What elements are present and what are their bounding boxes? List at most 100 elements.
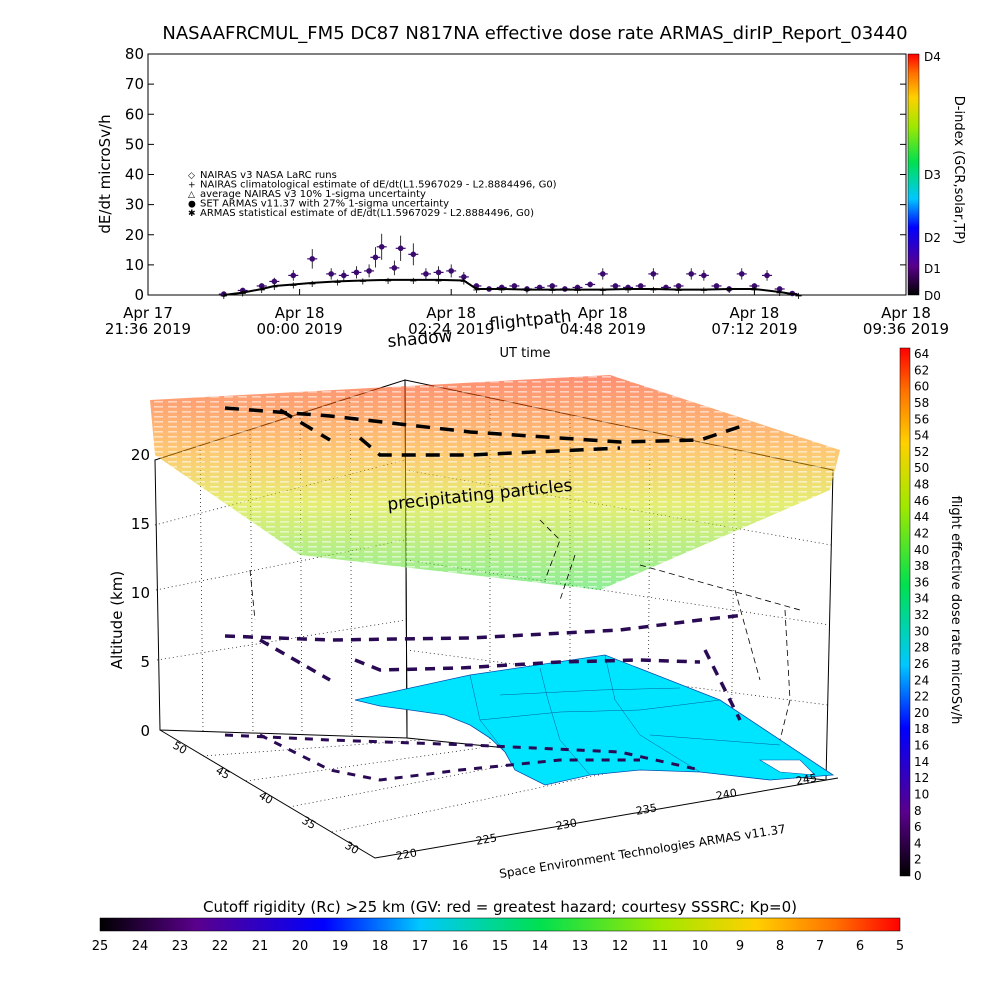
dose-rate-tick-label: 54 bbox=[914, 429, 929, 443]
x-tick-label-time: 07:12 2019 bbox=[711, 320, 797, 338]
legend-symbol: ◇ bbox=[188, 171, 195, 181]
nairas-point: + bbox=[270, 282, 278, 293]
cutoff-tick-label: 12 bbox=[612, 939, 629, 954]
dose-rate-colorbar bbox=[899, 347, 911, 877]
armas-point bbox=[372, 254, 379, 261]
y-tick-label: 20 bbox=[125, 226, 144, 244]
armas-point bbox=[675, 283, 682, 289]
dose-rate-tick-label: 42 bbox=[914, 526, 929, 540]
top-legend: ◇ NAIRAS v3 NASA LaRC runs + NAIRAS climato… bbox=[188, 170, 557, 219]
legend-symbol: ✱ bbox=[188, 209, 196, 219]
x-tick-label-time: 00:00 2019 bbox=[257, 320, 343, 338]
nairas-point: + bbox=[409, 276, 417, 287]
armas-point bbox=[397, 245, 404, 252]
cutoff-tick-label: 24 bbox=[132, 939, 149, 954]
nairas-point: + bbox=[548, 286, 556, 297]
dose-rate-tick-label: 18 bbox=[914, 722, 929, 736]
latitude-tick-label: 35 bbox=[299, 814, 318, 832]
d-index-tick-label: D1 bbox=[924, 262, 941, 276]
flightpath-top bbox=[224, 406, 746, 457]
longitude-tick-label: 230 bbox=[555, 816, 578, 832]
nairas-point: + bbox=[384, 276, 392, 287]
dose-rate-tick-label: 50 bbox=[914, 461, 929, 475]
armas-point bbox=[341, 272, 347, 279]
y-tick-label: 60 bbox=[125, 105, 144, 123]
dose-rate-tick-label: 38 bbox=[914, 559, 929, 573]
legend-entry: ARMAS statistical estimate of dE/dt(L1.5… bbox=[200, 208, 534, 219]
nairas-point: + bbox=[308, 279, 316, 290]
longitude-tick-label: 240 bbox=[715, 786, 738, 802]
latitude-tick-label: 40 bbox=[256, 789, 275, 807]
dose-rate-tick-label: 64 bbox=[914, 347, 929, 361]
dose-rate-tick-label: 30 bbox=[914, 624, 929, 638]
x-tick-label-time: 02:24 2019 bbox=[408, 320, 494, 338]
particle-sheet-dashes bbox=[150, 375, 840, 590]
dose-rate-tick-label: 58 bbox=[914, 396, 929, 410]
land-borders bbox=[469, 654, 781, 776]
y-tick-label: 0 bbox=[134, 286, 144, 304]
perspective-plot: shadow flightpath precipitating particle… bbox=[108, 306, 840, 881]
cutoff-tick-label: 11 bbox=[652, 939, 669, 954]
floor-front-edges bbox=[159, 729, 839, 859]
d-index-ticks: D0 D1 D2 D3 D4 bbox=[924, 50, 941, 303]
nairas-point: + bbox=[725, 285, 733, 296]
dose-rate-tick-label: 20 bbox=[914, 706, 929, 720]
nairas-point: + bbox=[333, 277, 341, 288]
dose-rate-tick-label: 62 bbox=[914, 363, 929, 377]
dose-rate-tick-label: 2 bbox=[914, 853, 922, 867]
armas-point bbox=[271, 278, 278, 285]
armas-point bbox=[776, 286, 783, 292]
altitude-tick-label: 10 bbox=[131, 584, 150, 602]
cutoff-tick-label: 20 bbox=[292, 939, 309, 954]
legend-symbol: + bbox=[188, 181, 196, 191]
cutoff-tick-label: 9 bbox=[736, 939, 744, 954]
dose-rate-tick-label: 46 bbox=[914, 494, 929, 508]
legend-entry: NAIRAS climatological estimate of dE/dt(… bbox=[200, 180, 557, 191]
legend-entry: NAIRAS v3 NASA LaRC runs bbox=[200, 170, 337, 181]
nairas-point: + bbox=[523, 286, 531, 297]
dose-rate-tick-label: 22 bbox=[914, 690, 929, 704]
armas-point bbox=[751, 283, 758, 289]
dose-rate-tick-label: 48 bbox=[914, 478, 929, 492]
x-tick-label-time: 09:36 2019 bbox=[863, 320, 949, 338]
cutoff-tick-label: 23 bbox=[172, 939, 189, 954]
cutoff-tick-label: 17 bbox=[412, 939, 429, 954]
top-y-ticks: 0 10 20 30 40 50 60 70 80 bbox=[125, 45, 906, 304]
dose-rate-tick-label: 24 bbox=[914, 673, 929, 687]
nairas-point: + bbox=[258, 285, 266, 296]
latitude-tick-label: 45 bbox=[213, 764, 232, 782]
dose-rate-tick-label: 60 bbox=[914, 380, 929, 394]
nairas-point: + bbox=[674, 286, 682, 297]
cutoff-tick-label: 5 bbox=[896, 939, 904, 954]
armas-point bbox=[410, 251, 417, 258]
x-tick-label-date: Apr 18 bbox=[578, 304, 628, 322]
nairas-point: + bbox=[794, 291, 802, 302]
armas-point bbox=[290, 272, 297, 279]
cutoff-tick-label: 13 bbox=[572, 939, 589, 954]
dose-rate-tick-label: 44 bbox=[914, 510, 929, 524]
dose-rate-tick-label: 34 bbox=[914, 592, 929, 606]
nairas-point: + bbox=[220, 291, 228, 302]
dose-rate-tick-label: 0 bbox=[914, 869, 922, 883]
armas-point bbox=[448, 268, 455, 274]
cutoff-rigidity-title: Cutoff rigidity (Rc) >25 km (GV: red = g… bbox=[203, 898, 797, 916]
dose-rate-tick-label: 52 bbox=[914, 445, 929, 459]
nairas-point: + bbox=[649, 285, 657, 296]
nairas-point: + bbox=[498, 285, 506, 296]
armas-point bbox=[688, 271, 695, 277]
armas-point bbox=[328, 271, 334, 277]
annotation-shadow: shadow bbox=[387, 326, 454, 352]
nairas-point: + bbox=[750, 285, 758, 296]
dose-rate-tick-label: 28 bbox=[914, 641, 929, 655]
nairas-point: + bbox=[700, 286, 708, 297]
cutoff-tick-label: 21 bbox=[252, 939, 269, 954]
x-tick-label-date: Apr 18 bbox=[729, 304, 779, 322]
nairas-point: + bbox=[239, 289, 247, 300]
armas-point bbox=[612, 283, 619, 289]
cutoff-tick-label: 15 bbox=[492, 939, 509, 954]
dose-rate-tick-label: 6 bbox=[914, 820, 922, 834]
cutoff-rigidity-ticks: 25 24 23 22 21 20 19 18 17 16 15 14 13 12 11 10 9 8 7 6 5 bbox=[92, 939, 904, 954]
dose-rate-tick-label: 10 bbox=[914, 787, 929, 801]
d-index-tick-label: D3 bbox=[924, 168, 941, 182]
